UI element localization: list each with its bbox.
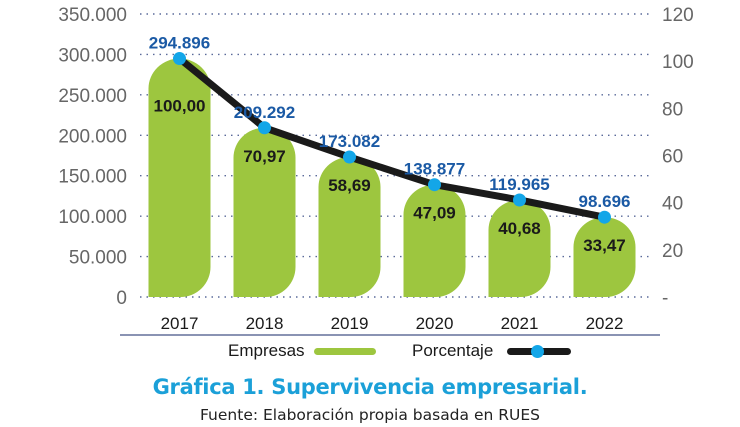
porcentaje-value-label: 100,00 [154, 97, 206, 116]
x-tick-label: 2022 [586, 314, 624, 333]
x-tick-label: 2018 [246, 314, 284, 333]
y-right-tick-label: 40 [662, 194, 683, 215]
y-right-tick-label: - [662, 288, 668, 309]
legend-porcentaje-label: Porcentaje [412, 341, 494, 360]
x-tick-label: 2021 [501, 314, 539, 333]
legend-empresas-swatch [314, 348, 376, 355]
x-tick-label: 2017 [161, 314, 199, 333]
porcentaje-value-label: 33,47 [583, 236, 626, 255]
porcentaje-value-label: 40,68 [498, 219, 541, 238]
empresas-value-label: 173.082 [319, 132, 380, 151]
line-marker [258, 121, 271, 135]
legend: Empresas Porcentaje [0, 341, 740, 363]
y-right-tick-label: 80 [662, 99, 683, 120]
line-marker [598, 210, 611, 224]
y-left-tick-label: 200.000 [58, 126, 127, 147]
line-marker [428, 178, 441, 192]
porcentaje-value-label: 58,69 [328, 176, 371, 195]
y-left-tick-label: 0 [116, 288, 127, 309]
chart: 0 50.000 100.000 150.000 200.000 250.000 300.0… [58, 5, 694, 336]
y-left-tick-label: 350.000 [58, 5, 127, 26]
x-tick-label: 2019 [331, 314, 369, 333]
y-left-tick-label: 250.000 [58, 86, 127, 107]
x-tick-label: 2020 [416, 314, 454, 333]
empresas-value-label: 209.292 [234, 103, 295, 122]
y-left-tick-label: 150.000 [58, 167, 127, 188]
y-right-tick-label: 60 [662, 147, 683, 168]
legend-empresas-label: Empresas [228, 341, 305, 360]
line-marker [343, 150, 356, 164]
y-left-tick-label: 100.000 [58, 207, 127, 228]
empresas-value-label: 119.965 [489, 175, 550, 194]
line-marker [513, 193, 526, 207]
y-left-tick-label: 50.000 [69, 248, 127, 269]
empresas-value-label: 98.696 [579, 192, 631, 211]
porcentaje-value-label: 70,97 [243, 147, 286, 166]
bar-2022 [573, 217, 636, 297]
legend-porcentaje-marker [531, 345, 544, 358]
y-right-tick-label: 100 [662, 52, 694, 73]
y-right-tick-label: 20 [662, 241, 683, 262]
y-left-tick-label: 300.000 [58, 45, 127, 66]
chart-source: Fuente: Elaboración propia basada en RUE… [199, 406, 540, 424]
chart-title: Gráfica 1. Supervivencia empresarial. [152, 375, 588, 399]
empresas-value-label: 138.877 [404, 160, 465, 179]
porcentaje-value-label: 47,09 [413, 204, 456, 223]
bar-2017 [148, 58, 211, 297]
bar-2020 [403, 184, 466, 297]
porcentaje-line [176, 55, 608, 221]
bar-2019 [318, 157, 381, 297]
line-marker [173, 52, 186, 66]
bar-2021 [488, 199, 551, 297]
empresas-value-label: 294.896 [149, 34, 210, 53]
y-right-tick-label: 120 [662, 5, 694, 26]
bar-2018 [233, 127, 296, 298]
